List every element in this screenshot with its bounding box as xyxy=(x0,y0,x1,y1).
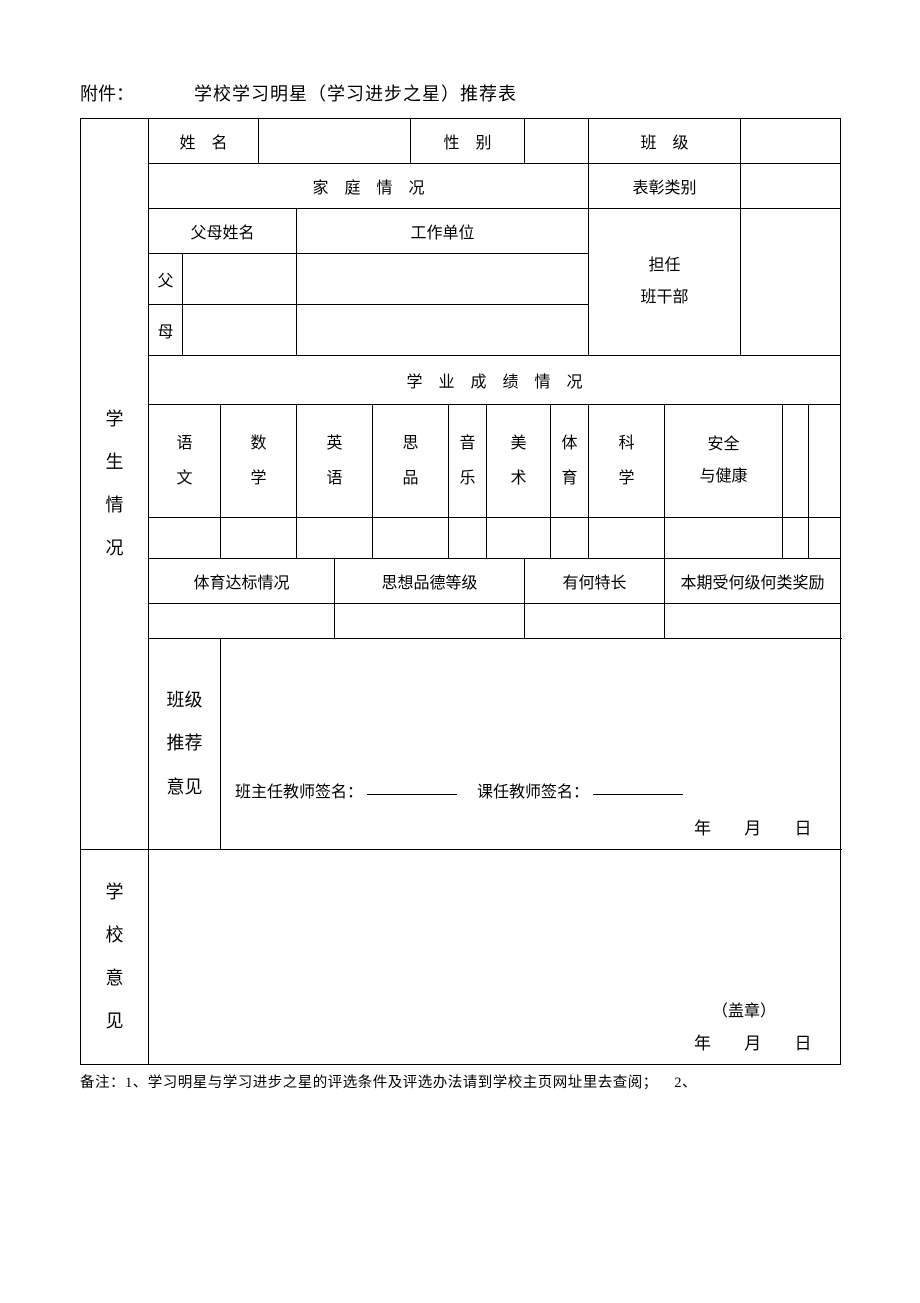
specialty-label: 有何特长 xyxy=(525,559,665,604)
class-rec-label: 班级推荐意见 xyxy=(149,639,221,850)
specialty-value xyxy=(525,604,665,639)
subject-english: 英语 xyxy=(297,405,373,518)
award-type-value xyxy=(741,164,841,209)
subject-chinese: 语文 xyxy=(149,405,221,518)
subject-art: 美术 xyxy=(487,405,551,518)
gender-label: 性 别 xyxy=(411,119,525,164)
father-name xyxy=(183,254,297,305)
class-rec-month: 月 xyxy=(744,819,763,838)
subject-blank1 xyxy=(783,405,809,518)
family-section-label: 家 庭 情 况 xyxy=(149,164,589,209)
grade-science xyxy=(589,518,665,559)
note-item1: 1、学习明星与学习进步之星的评选条件及评选办法请到学校主页网址里去查阅； xyxy=(125,1075,658,1091)
name-label: 姓 名 xyxy=(149,119,259,164)
note-item2: 2、 xyxy=(674,1075,697,1091)
grade-safety xyxy=(665,518,783,559)
class-label: 班 级 xyxy=(589,119,741,164)
grade-math xyxy=(221,518,297,559)
page-title: 学校学习明星（学习进步之星）推荐表 xyxy=(194,80,517,106)
seal-label: （盖章） xyxy=(712,1003,776,1020)
parent-name-header: 父母姓名 xyxy=(149,209,297,254)
course-teacher-sign-blank xyxy=(593,794,683,795)
father-unit xyxy=(297,254,589,305)
subject-safety: 安全与健康 xyxy=(665,405,783,518)
grade-art xyxy=(487,518,551,559)
mother-label: 母 xyxy=(149,305,183,356)
school-opinion-label: 学校意见 xyxy=(81,850,149,1065)
grade-english xyxy=(297,518,373,559)
work-unit-header: 工作单位 xyxy=(297,209,589,254)
school-year: 年 xyxy=(694,1034,713,1053)
pe-standard-label: 体育达标情况 xyxy=(149,559,335,604)
mother-unit xyxy=(297,305,589,356)
grade-chinese xyxy=(149,518,221,559)
footnote: 备注：1、学习明星与学习进步之星的评选条件及评选办法请到学校主页网址里去查阅； … xyxy=(80,1071,840,1092)
moral-grade-value xyxy=(335,604,525,639)
subject-math: 数学 xyxy=(221,405,297,518)
subject-pe: 体育 xyxy=(551,405,589,518)
subject-morals: 思品 xyxy=(373,405,449,518)
grade-morals xyxy=(373,518,449,559)
attachment-label: 附件： xyxy=(80,80,134,106)
school-opinion-content: （盖章） 年 月 日 xyxy=(149,850,841,1065)
mother-name xyxy=(183,305,297,356)
name-value xyxy=(259,119,411,164)
note-prefix: 备注： xyxy=(80,1075,125,1091)
headteacher-sign-label: 班主任教师签名： xyxy=(235,784,363,801)
gender-value xyxy=(525,119,589,164)
subject-music: 音乐 xyxy=(449,405,487,518)
school-month: 月 xyxy=(744,1034,763,1053)
grade-music xyxy=(449,518,487,559)
moral-grade-label: 思想品德等级 xyxy=(335,559,525,604)
subject-science: 科学 xyxy=(589,405,665,518)
class-rec-content: 班主任教师签名： 课任教师签名： 年 月 日 xyxy=(221,639,841,850)
class-rec-year: 年 xyxy=(694,819,713,838)
school-day: 日 xyxy=(795,1034,814,1053)
father-label: 父 xyxy=(149,254,183,305)
grade-blank1 xyxy=(783,518,809,559)
cadre-value xyxy=(741,209,841,356)
grade-pe xyxy=(551,518,589,559)
class-rec-day: 日 xyxy=(795,819,814,838)
course-teacher-sign-label: 课任教师签名： xyxy=(477,784,589,801)
academic-header: 学 业 成 绩 情 况 xyxy=(149,356,841,405)
student-info-label: 学生情况 xyxy=(81,119,149,850)
class-value xyxy=(741,119,841,164)
recommendation-table: 学生情况 姓 名 性 别 班 级 家 庭 情 况 表彰类别 父母姓名 工作单位 … xyxy=(80,118,841,1065)
headteacher-sign-blank xyxy=(367,794,457,795)
award-type-label: 表彰类别 xyxy=(589,164,741,209)
awards-label: 本期受何级何类奖励 xyxy=(665,559,841,604)
grade-blank2 xyxy=(809,518,841,559)
pe-standard-value xyxy=(149,604,335,639)
subject-blank2 xyxy=(809,405,841,518)
cadre-label: 担任班干部 xyxy=(589,209,741,356)
awards-value xyxy=(665,604,841,639)
